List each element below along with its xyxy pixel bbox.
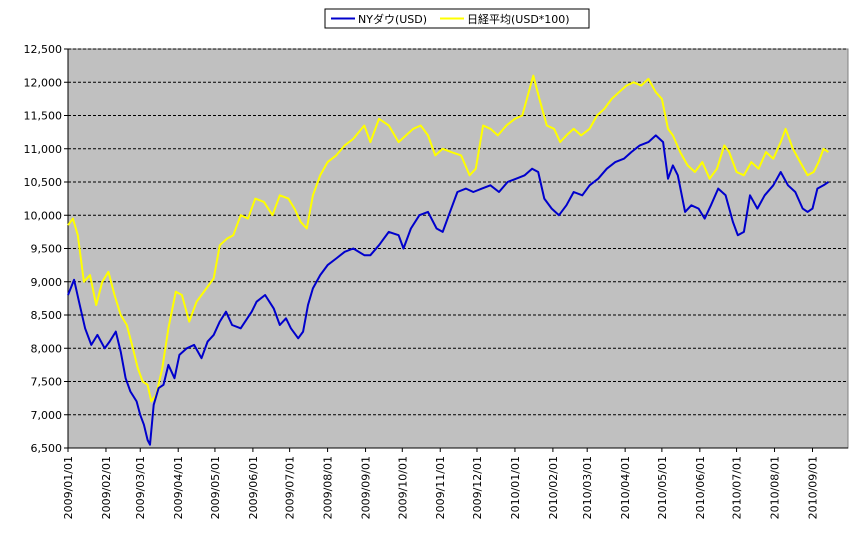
y-tick-label: 8,500	[31, 309, 63, 322]
x-tick-label: 2010/08/01	[769, 456, 782, 519]
series-lines	[67, 74, 829, 446]
legend: NYダウ(USD) 日経平均(USD*100)	[324, 8, 590, 29]
x-axis: 2009/01/01 2009/02/01 2009/03/01 2009/04/01…	[62, 447, 848, 519]
series-line-nydow	[67, 134, 829, 446]
x-tick-label: 2010/05/01	[656, 456, 669, 519]
series-line-nikkei	[67, 74, 829, 403]
grid-lines	[68, 48, 848, 416]
x-tick-label: 2009/09/01	[360, 456, 373, 519]
legend-label-nikkei: 日経平均(USD*100)	[467, 13, 570, 26]
y-tick-label: 11,500	[24, 110, 63, 123]
y-axis: 6,500 7,000 7,500 8,000 8,500 9,000 9,500 10,00…	[24, 43, 69, 455]
x-tick-label: 2010/02/01	[547, 456, 560, 519]
legend-label-nydow: NYダウ(USD)	[358, 12, 427, 26]
y-tick-label: 7,000	[31, 409, 63, 422]
x-tick-label: 2009/01/01	[62, 456, 75, 519]
x-tick-label: 2009/11/01	[434, 456, 447, 519]
y-tick-label: 6,500	[31, 442, 63, 455]
x-tick-label: 2010/03/01	[581, 456, 594, 519]
x-tick-label: 2009/04/01	[172, 456, 185, 519]
y-tick-label: 9,500	[31, 243, 63, 256]
y-tick-label: 12,500	[24, 43, 63, 56]
x-tick-label: 2009/06/01	[247, 456, 260, 519]
x-tick-label: 2009/03/01	[134, 456, 147, 519]
y-tick-label: 8,000	[31, 342, 63, 355]
y-tick-label: 12,000	[24, 76, 63, 89]
x-tick-label: 2010/09/01	[806, 456, 819, 519]
x-tick-label: 2009/08/01	[322, 456, 335, 519]
x-tick-label: 2010/07/01	[731, 456, 744, 519]
y-tick-label: 11,000	[24, 143, 63, 156]
x-tick-label: 2010/04/01	[619, 456, 632, 519]
x-tick-label: 2009/12/01	[471, 456, 484, 519]
y-tick-label: 10,500	[24, 176, 63, 189]
x-tick-label: 2009/10/01	[396, 456, 409, 519]
x-tick-label: 2009/05/01	[209, 456, 222, 519]
y-tick-label: 10,000	[24, 209, 63, 222]
x-tick-label: 2010/01/01	[509, 456, 522, 519]
y-tick-label: 9,000	[31, 276, 63, 289]
x-tick-label: 2009/02/01	[100, 456, 113, 519]
y-tick-label: 7,500	[31, 376, 63, 389]
x-tick-label: 2009/07/01	[284, 456, 297, 519]
x-tick-label: 2010/06/01	[694, 456, 707, 519]
